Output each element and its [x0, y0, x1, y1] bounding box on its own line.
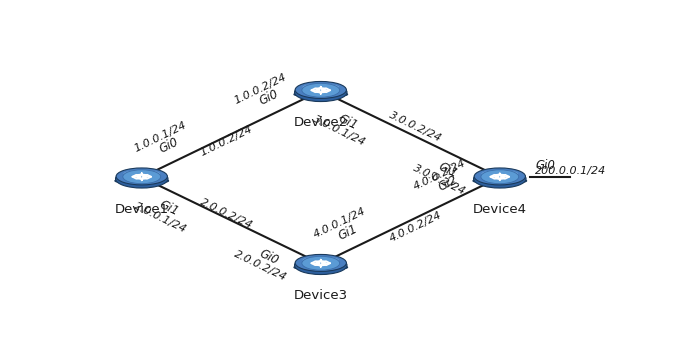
Text: 3.0.0.2/24: 3.0.0.2/24 [388, 110, 444, 144]
Text: Gi0: Gi0 [158, 135, 181, 156]
Text: Gi0: Gi0 [258, 87, 281, 108]
Text: Gi1: Gi1 [437, 160, 460, 181]
Ellipse shape [302, 257, 339, 264]
Ellipse shape [295, 83, 347, 101]
Text: 2.0.0.2/24: 2.0.0.2/24 [198, 197, 253, 231]
Text: 3.0.0.2/24: 3.0.0.2/24 [412, 163, 468, 197]
Text: Device2: Device2 [294, 117, 348, 130]
Text: 2.0.0.2/24: 2.0.0.2/24 [233, 249, 288, 283]
Ellipse shape [295, 81, 346, 98]
Text: 1.0.0.1/24: 1.0.0.1/24 [132, 120, 188, 154]
Ellipse shape [294, 264, 348, 270]
Ellipse shape [302, 83, 340, 97]
Ellipse shape [481, 170, 519, 184]
Text: Gi1: Gi1 [158, 198, 181, 219]
Ellipse shape [474, 170, 526, 188]
Ellipse shape [123, 170, 160, 177]
Ellipse shape [122, 170, 161, 184]
Text: Device4: Device4 [473, 203, 527, 216]
Text: Device3: Device3 [294, 290, 348, 303]
Ellipse shape [474, 168, 526, 185]
Text: 4.0.0.2/24: 4.0.0.2/24 [388, 210, 444, 244]
Text: 4.0.0.1/24: 4.0.0.1/24 [312, 206, 368, 240]
Text: Gi2: Gi2 [437, 174, 460, 194]
Ellipse shape [295, 254, 346, 271]
Ellipse shape [295, 256, 347, 274]
Text: 3.0.0.1/24: 3.0.0.1/24 [312, 114, 368, 148]
Ellipse shape [115, 178, 169, 184]
Text: Gi0: Gi0 [258, 247, 281, 267]
Text: 1.0.0.2/24: 1.0.0.2/24 [198, 124, 253, 158]
Text: Device1: Device1 [115, 203, 169, 216]
Text: 2.0.0.1/24: 2.0.0.1/24 [132, 201, 188, 234]
Text: Gi1: Gi1 [336, 222, 360, 243]
Ellipse shape [482, 170, 518, 177]
Text: 200.0.0.1/24: 200.0.0.1/24 [535, 166, 606, 176]
Text: 4.0.0.2/24: 4.0.0.2/24 [412, 158, 468, 192]
Text: 1.0.0.2/24: 1.0.0.2/24 [233, 72, 288, 105]
Text: Gi1: Gi1 [336, 112, 360, 132]
Ellipse shape [302, 84, 339, 91]
Ellipse shape [302, 256, 340, 270]
Ellipse shape [294, 91, 348, 98]
Ellipse shape [116, 168, 167, 185]
Ellipse shape [116, 170, 168, 188]
Text: Gi0: Gi0 [535, 159, 555, 172]
Ellipse shape [473, 178, 526, 184]
